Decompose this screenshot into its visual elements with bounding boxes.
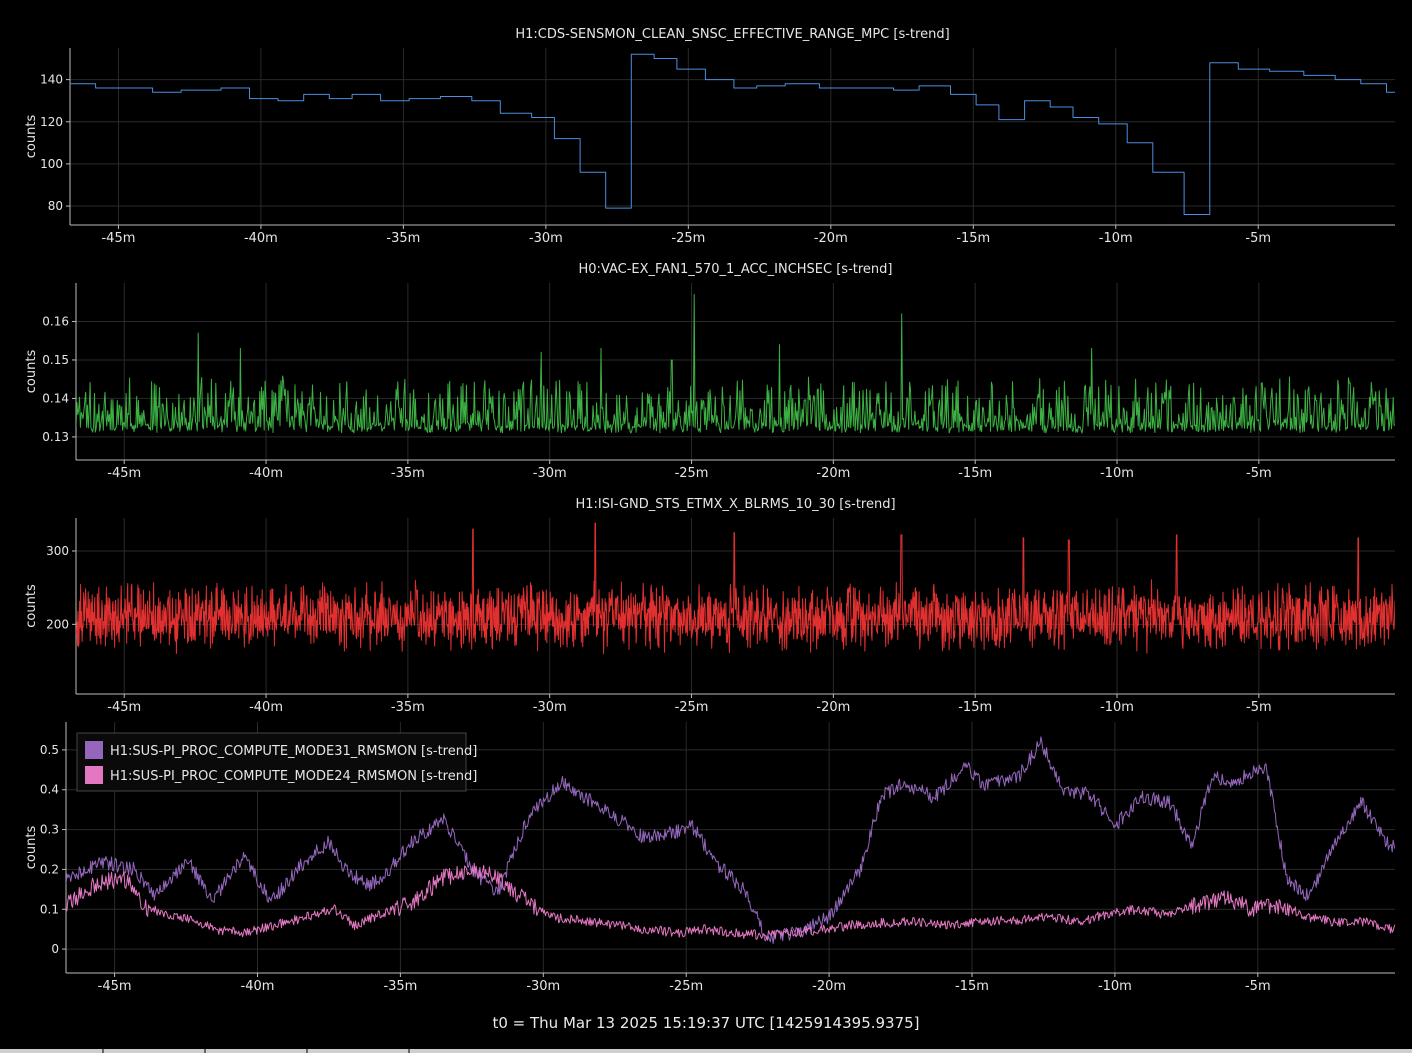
x-tick-label: -10m — [1100, 466, 1134, 481]
y-tick-label: 140 — [40, 73, 63, 87]
y-tick-label: 0.16 — [42, 314, 69, 328]
x-tick-label: -30m — [533, 700, 567, 715]
y-tick-label: 100 — [40, 157, 63, 171]
x-tick-label: -20m — [812, 979, 846, 994]
x-tick-label: -15m — [955, 979, 989, 994]
y-tick-label: 0.4 — [40, 783, 59, 797]
plot-area — [70, 53, 1395, 215]
legend-swatch — [85, 741, 103, 759]
x-tick-label: -35m — [383, 979, 417, 994]
chart-panel-3: -45m -40m -35m -30m -25m -20m -15m -10m -5m 200 30… — [24, 497, 1395, 715]
x-tick-label: -5m — [1246, 466, 1272, 481]
x-tick-label: -40m — [244, 231, 278, 246]
x-tick-label: -35m — [391, 700, 425, 715]
x-tick-label: -20m — [816, 466, 850, 481]
x-tick-label: -20m — [816, 700, 850, 715]
y-tick-label: 0.3 — [40, 823, 59, 837]
x-tick-label: -15m — [958, 700, 992, 715]
x-tick-label: -5m — [1246, 700, 1272, 715]
y-tick-label: 0.5 — [40, 743, 59, 757]
x-tick-label: -10m — [1100, 700, 1134, 715]
x-tick-label: -35m — [386, 231, 420, 246]
x-tick-label: -45m — [98, 979, 132, 994]
series-line-1 — [66, 736, 1395, 944]
chart-panel-4: -45m -40m -35m -30m -25m -20m -15m -10m -5m 0 0.1 0… — [24, 722, 1395, 994]
x-tick-label: -25m — [671, 231, 705, 246]
x-tick-label: -40m — [249, 466, 283, 481]
y-tick-label: 0 — [51, 942, 59, 956]
x-tick-label: -30m — [526, 979, 560, 994]
x-tick-label: -5m — [1245, 979, 1271, 994]
x-tick-label: -25m — [675, 700, 709, 715]
legend-entry: H1:SUS-PI_PROC_COMPUTE_MODE24_RMSMON [s-… — [110, 769, 477, 784]
y-tick-label: 120 — [40, 115, 63, 129]
chart-title: H1:CDS-SENSMON_CLEAN_SNSC_EFFECTIVE_RANG… — [515, 27, 949, 42]
x-tick-label: -45m — [101, 231, 135, 246]
x-tick-label: -15m — [956, 231, 990, 246]
y-tick-label: 300 — [46, 544, 69, 558]
y-tick-label: 80 — [48, 199, 63, 213]
series-line-1 — [76, 522, 1395, 655]
x-tick-label: -40m — [249, 700, 283, 715]
plot-area — [76, 522, 1395, 655]
x-tick-label: -25m — [669, 979, 703, 994]
legend: H1:SUS-PI_PROC_COMPUTE_MODE31_RMSMON [s-… — [76, 732, 477, 792]
x-tick-label: -30m — [529, 231, 563, 246]
series-line-1 — [70, 53, 1395, 215]
x-tick-label: -20m — [814, 231, 848, 246]
y-axis-label: counts — [24, 826, 39, 870]
x-tick-label: -15m — [958, 466, 992, 481]
x-tick-label: -5m — [1245, 231, 1271, 246]
series-line-2 — [66, 862, 1395, 940]
y-tick-label: 200 — [46, 617, 69, 631]
y-axis-label: counts — [24, 115, 39, 159]
y-tick-label: 0.2 — [40, 862, 59, 876]
t0-footer: t0 = Thu Mar 13 2025 15:19:37 UTC [14259… — [492, 1014, 920, 1032]
series-line-1 — [76, 294, 1395, 434]
legend-entry: H1:SUS-PI_PROC_COMPUTE_MODE31_RMSMON [s-… — [110, 744, 477, 759]
chart-title: H0:VAC-EX_FAN1_570_1_ACC_INCHSEC [s-tren… — [579, 262, 893, 277]
x-tick-label: -10m — [1098, 979, 1132, 994]
plot-area — [66, 736, 1395, 944]
chart-panel-1: -45m -40m -35m -30m -25m -20m -15m -10m -5m 80 100… — [24, 27, 1395, 246]
legend-swatch — [85, 766, 103, 784]
plot-area — [76, 294, 1395, 434]
x-tick-label: -45m — [107, 700, 141, 715]
bottom-scroll-strip — [0, 1049, 1412, 1053]
x-tick-label: -10m — [1099, 231, 1133, 246]
y-tick-label: 0.1 — [40, 902, 59, 916]
chart-panel-2: -45m -40m -35m -30m -25m -20m -15m -10m -5m 0.13 0… — [24, 262, 1395, 481]
y-tick-label: 0.15 — [42, 353, 69, 367]
legend-box — [76, 732, 467, 792]
x-tick-label: -30m — [533, 466, 567, 481]
x-tick-label: -25m — [675, 466, 709, 481]
y-tick-label: 0.13 — [42, 430, 69, 444]
x-tick-label: -35m — [391, 466, 425, 481]
chart-title: H1:ISI-GND_STS_ETMX_X_BLRMS_10_30 [s-tre… — [575, 497, 895, 512]
x-tick-label: -45m — [107, 466, 141, 481]
y-axis-label: counts — [24, 584, 39, 628]
x-tick-label: -40m — [241, 979, 275, 994]
y-axis-label: counts — [24, 350, 39, 394]
y-tick-label: 0.14 — [42, 391, 69, 405]
